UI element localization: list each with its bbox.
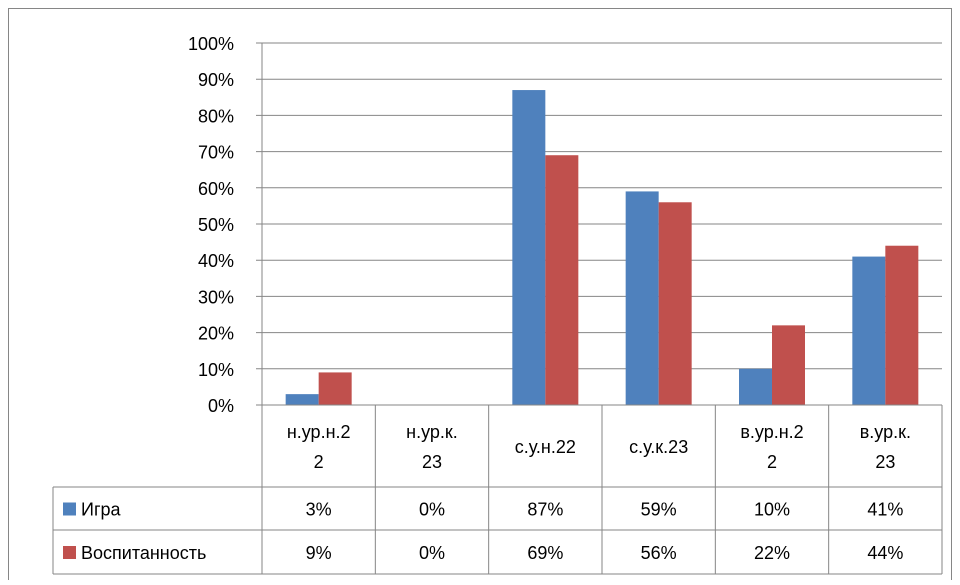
- legend-key-vospitannost: [63, 546, 76, 559]
- x-category-label: 23: [875, 452, 895, 472]
- y-tick-label: 60%: [198, 179, 234, 199]
- x-category-label: с.у.к.23: [629, 437, 688, 457]
- bar-igra: [625, 191, 659, 405]
- x-category-label: в.ур.н.2: [740, 422, 803, 442]
- data-value-label: 59%: [641, 500, 677, 520]
- x-category-label: 23: [422, 452, 442, 472]
- bar-igra: [852, 256, 886, 405]
- data-value-label: 22%: [754, 543, 790, 563]
- x-category-label: н.ур.к.: [406, 422, 458, 442]
- bar-igra: [739, 368, 772, 405]
- data-value-label: 10%: [754, 500, 790, 520]
- x-category-label: 2: [314, 452, 324, 472]
- y-tick-label: 40%: [198, 251, 234, 271]
- bar-vospitannost: [545, 155, 579, 405]
- chart-frame: [8, 8, 952, 585]
- y-tick-label: 90%: [198, 70, 234, 90]
- y-tick-label: 70%: [198, 143, 234, 163]
- x-category-label: с.у.н.22: [515, 437, 576, 457]
- series-name-label: Игра: [81, 500, 122, 520]
- bar-vospitannost: [885, 245, 919, 405]
- data-value-label: 0%: [419, 543, 445, 563]
- data-value-label: 9%: [306, 543, 332, 563]
- bar-igra: [285, 394, 319, 405]
- y-tick-label: 80%: [198, 106, 234, 126]
- x-category-label: в.ур.к.: [860, 422, 911, 442]
- data-value-label: 87%: [527, 500, 563, 520]
- data-value-label: 56%: [641, 543, 677, 563]
- series-name-label: Воспитанность: [81, 543, 206, 563]
- bar-vospitannost: [658, 202, 692, 405]
- x-category-label: 2: [767, 452, 777, 472]
- y-tick-label: 30%: [198, 287, 234, 307]
- y-tick-label: 0%: [208, 396, 234, 416]
- bar-vospitannost: [772, 325, 805, 405]
- data-value-label: 44%: [867, 543, 903, 563]
- data-value-label: 69%: [527, 543, 563, 563]
- bar-vospitannost: [318, 372, 352, 405]
- data-value-label: 41%: [867, 500, 903, 520]
- y-tick-label: 100%: [188, 34, 234, 54]
- y-tick-label: 50%: [198, 215, 234, 235]
- data-value-label: 0%: [419, 500, 445, 520]
- y-tick-label: 20%: [198, 324, 234, 344]
- bar-igra: [512, 90, 546, 405]
- x-category-label: н.ур.н.2: [287, 422, 351, 442]
- legend-key-igra: [63, 502, 76, 516]
- y-tick-label: 10%: [198, 360, 234, 380]
- data-value-label: 3%: [306, 500, 332, 520]
